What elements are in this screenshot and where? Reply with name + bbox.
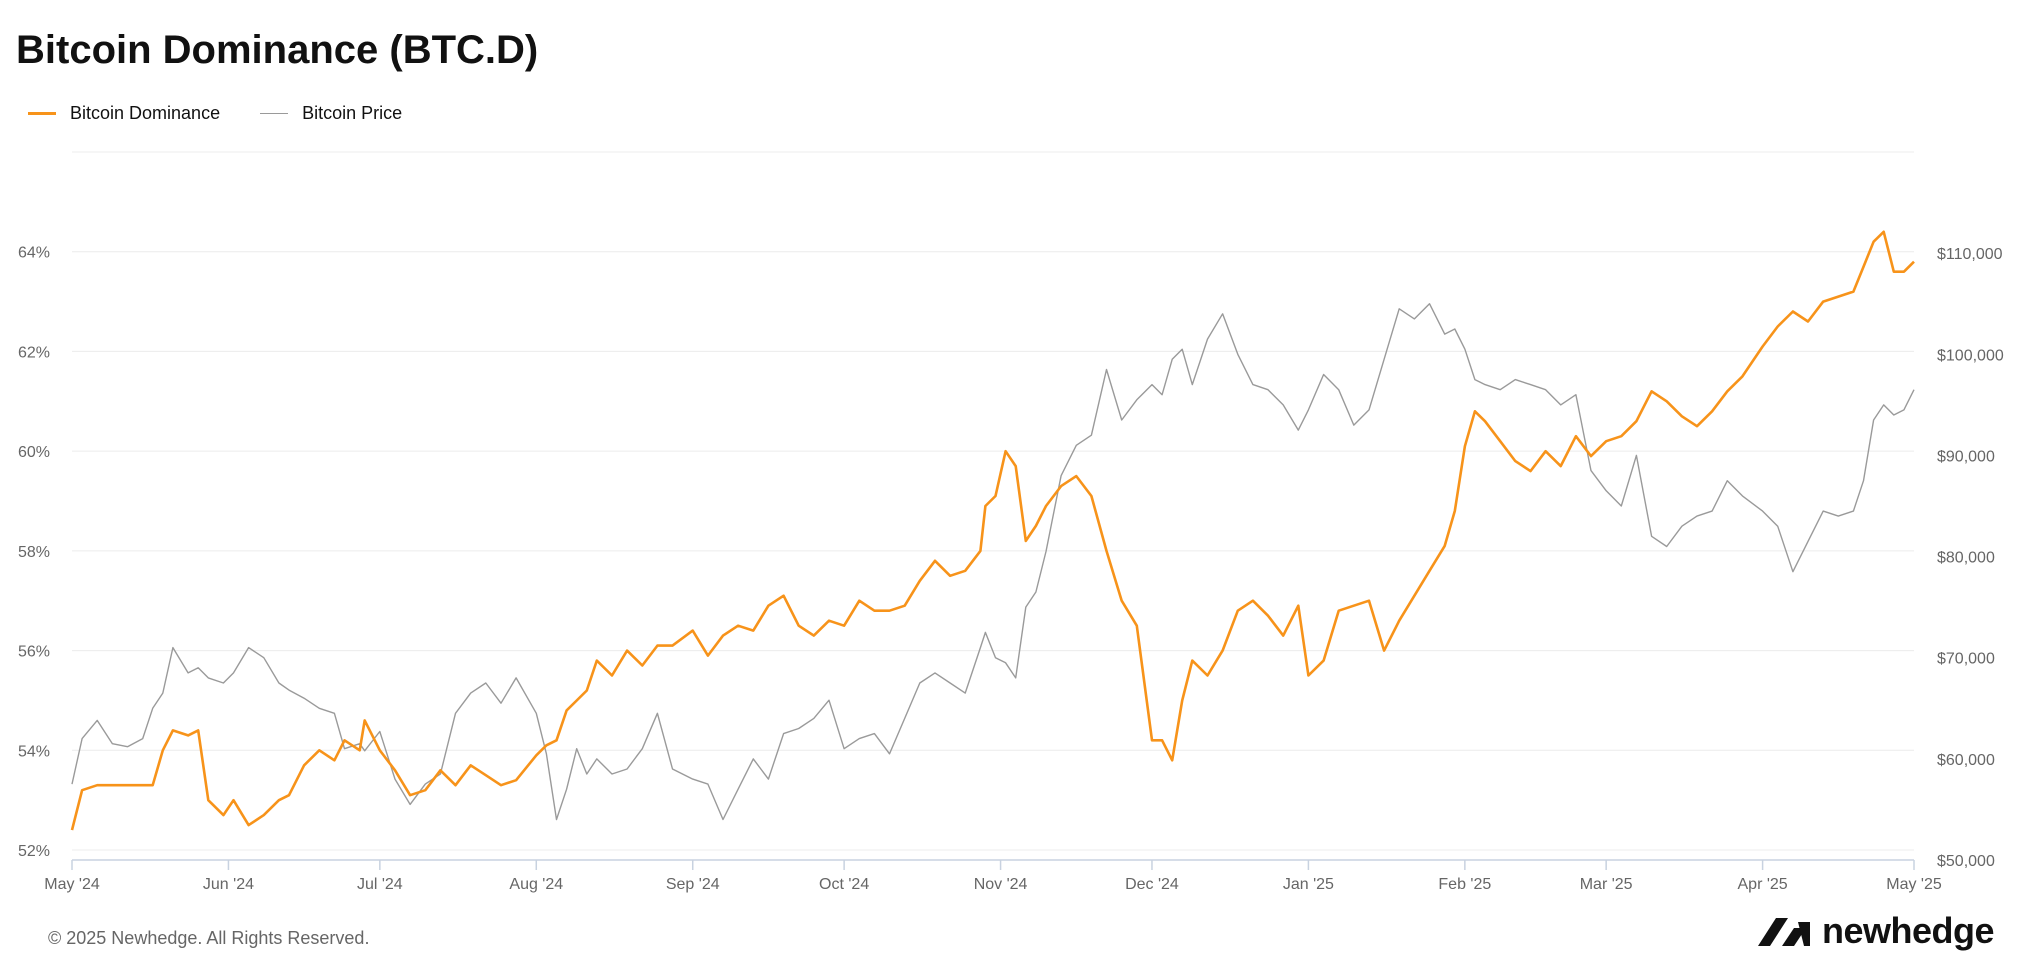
chart-legend: Bitcoin Dominance Bitcoin Price	[28, 103, 442, 124]
x-tick-label: Mar '25	[1580, 876, 1633, 893]
x-tick-label: Jun '24	[203, 876, 254, 893]
x-tick-label: Dec '24	[1125, 876, 1179, 893]
y-right-tick-label: $60,000	[1937, 752, 1995, 769]
copyright-text: © 2025 Newhedge. All Rights Reserved.	[48, 928, 370, 948]
legend-label-price: Bitcoin Price	[302, 103, 403, 123]
x-tick-label: Nov '24	[974, 876, 1028, 893]
x-tick-label: Feb '25	[1438, 876, 1491, 893]
y-left-tick-label: 60%	[18, 444, 50, 461]
y-left-tick-label: 52%	[18, 843, 50, 860]
y-left-tick-label: 64%	[18, 245, 50, 262]
x-tick-label: May '24	[44, 876, 100, 893]
y-left-tick-label: 54%	[18, 743, 50, 760]
x-tick-label: Aug '24	[509, 876, 563, 893]
x-tick-label: May '25	[1886, 876, 1942, 893]
x-tick-label: Jul '24	[357, 876, 403, 893]
legend-swatch-price	[260, 112, 289, 115]
y-right-tick-label: $110,000	[1937, 246, 2003, 263]
legend-swatch-dominance	[28, 112, 56, 115]
y-left-tick-label: 58%	[18, 544, 50, 561]
y-right-tick-label: $50,000	[1937, 853, 1995, 870]
x-tick-label: Sep '24	[666, 876, 720, 893]
y-left-tick-label: 56%	[18, 644, 50, 661]
y-right-tick-label: $80,000	[1937, 550, 1995, 567]
x-tick-label: Apr '25	[1738, 876, 1788, 893]
legend-item-dominance[interactable]: Bitcoin Dominance	[28, 103, 220, 124]
brand-name: newhedge	[1822, 910, 1995, 951]
legend-item-price[interactable]: Bitcoin Price	[260, 103, 402, 124]
legend-label-dominance: Bitcoin Dominance	[70, 103, 221, 123]
brand-logo[interactable]: newhedge	[1758, 910, 1995, 952]
x-tick-label: Jan '25	[1283, 876, 1334, 893]
x-tick-label: Oct '24	[819, 876, 869, 893]
y-right-tick-label: $100,000	[1937, 347, 2004, 364]
newhedge-logo-icon	[1758, 918, 1810, 946]
y-right-tick-label: $90,000	[1937, 448, 1995, 465]
y-left-tick-label: 62%	[18, 344, 50, 361]
series-line-bitcoin-dominance	[70, 230, 1915, 831]
y-right-tick-label: $70,000	[1937, 651, 1995, 668]
chart-title: Bitcoin Dominance (BTC.D)	[16, 28, 539, 72]
